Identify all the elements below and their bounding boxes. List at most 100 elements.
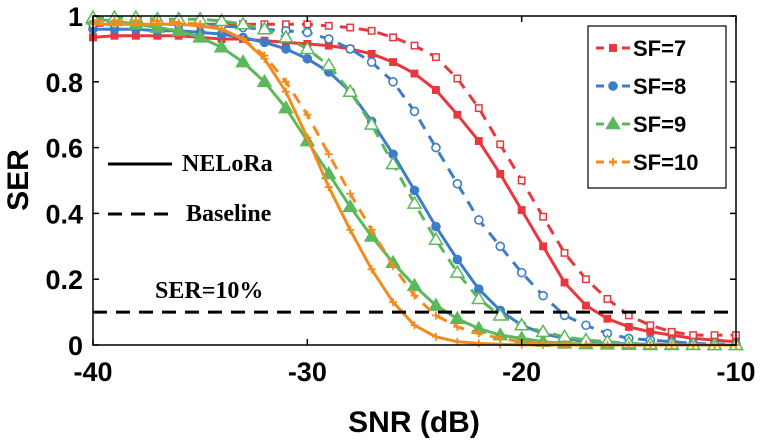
series-sf-9-nelora-point xyxy=(192,29,208,43)
series-sf-8-nelora-point xyxy=(452,254,463,265)
series-sf-9-baseline-point xyxy=(235,16,251,30)
series-sf-9-baseline-point xyxy=(449,264,466,278)
series-sf-10-baseline-point xyxy=(174,18,183,27)
series-sf-10-baseline-point xyxy=(217,25,226,34)
series-sf-7-nelora-point xyxy=(410,69,419,78)
series-sf-7-baseline-point xyxy=(453,74,462,83)
series-sf-7-baseline-point xyxy=(539,212,548,221)
y-tick-label: 0 xyxy=(68,331,83,361)
series-sf-7-baseline-point xyxy=(474,104,483,113)
series-sf-10-nelora-point xyxy=(303,133,312,142)
series-sf-9-baseline-point xyxy=(470,290,487,305)
series-sf-7-nelora-point xyxy=(453,110,462,119)
series-sf-8-baseline-point xyxy=(345,44,356,54)
series-sf-9-nelora-point xyxy=(256,73,273,88)
series-sf-10-baseline-point xyxy=(324,150,333,159)
series-sf-9-baseline-point xyxy=(535,323,551,338)
legend-swatch-marker xyxy=(605,116,621,130)
y-tick-label: 0.4 xyxy=(45,199,83,229)
x-ticks: -40 -30 -20 -10 xyxy=(73,16,756,387)
series-sf-8-baseline-point xyxy=(431,142,441,153)
series-sf-7-baseline-point xyxy=(496,140,505,149)
series-sf-9-baseline-point xyxy=(256,21,273,35)
series-sf-9-baseline-point xyxy=(406,195,423,209)
series-sf-7-baseline-point xyxy=(431,53,440,62)
y-tick-label: 1 xyxy=(68,2,83,32)
y-axis-label: SER xyxy=(2,149,35,211)
plot-frame xyxy=(92,15,737,346)
series-sf-8-baseline-point xyxy=(538,290,548,301)
series-sf-7-baseline-point xyxy=(410,41,419,50)
x-tick-label: -10 xyxy=(716,357,755,387)
legend-swatch-marker xyxy=(608,81,618,91)
series-sf-7-baseline-point xyxy=(389,33,398,42)
series-sf-10-baseline-point xyxy=(389,262,398,271)
legend-label: SF=7 xyxy=(633,36,686,61)
series-sf-8-nelora-point xyxy=(281,44,291,54)
series-sf-10-baseline-point xyxy=(431,311,440,320)
series-sf-9-baseline-point xyxy=(385,156,401,170)
series-sf-10-baseline-point xyxy=(196,20,205,29)
series-sf-7-baseline-point xyxy=(646,321,655,330)
series-sf-9-nelora-point xyxy=(235,54,251,68)
series-sf-7-baseline-point xyxy=(324,21,333,30)
series-sf-10-baseline-point xyxy=(453,322,462,331)
series-sf-7-baseline-point xyxy=(560,248,569,257)
legend-entry-sf-9: SF=9 xyxy=(596,112,686,137)
series-sf-7-nelora-point xyxy=(389,58,398,67)
series-sf-7-nelora-point xyxy=(560,278,569,287)
series-sf-9-baseline-point xyxy=(513,317,530,331)
series-sf-7-nelora-point xyxy=(603,314,612,323)
legend-label: SF=8 xyxy=(633,74,686,99)
series-sf-7-baseline-point xyxy=(517,176,526,185)
series-sf-9-nelora-point xyxy=(406,277,423,292)
series-sf-10-nelora-point xyxy=(389,298,398,307)
series-sf-9-nelora-point xyxy=(363,228,380,242)
series-sf-7-nelora-point xyxy=(474,137,483,145)
series-sf-10-baseline-point xyxy=(281,77,290,86)
style-legend: NELoRa Baseline xyxy=(108,151,273,227)
series-sf-10-baseline-point xyxy=(474,329,483,338)
style-legend-solid-label: NELoRa xyxy=(182,151,273,177)
series-sf-9-baseline-point xyxy=(278,29,294,43)
series-sf-9-nelora-point xyxy=(213,39,230,53)
series-sf-7-baseline-point xyxy=(603,294,612,303)
y-tick-label: 0.2 xyxy=(45,265,83,295)
series-sf-10-baseline-point xyxy=(560,340,569,349)
series-sf-7-nelora-point xyxy=(646,327,655,336)
series-sf-8-baseline-point xyxy=(409,106,420,117)
series-sf-8-nelora-point xyxy=(431,221,441,232)
series-sf-9-nelora-point xyxy=(278,100,294,114)
series-sf-7-nelora-point xyxy=(517,206,526,215)
series-sf-10-baseline-point xyxy=(410,291,419,300)
series-sf-9-baseline-point xyxy=(428,231,444,246)
series-sf-8-baseline-point xyxy=(302,27,313,38)
series-sf-7-baseline-point xyxy=(667,327,676,336)
series-sf-7-nelora-point xyxy=(431,86,440,94)
series-sf-9-nelora-point xyxy=(342,198,359,213)
series-sf-10-nelora-point xyxy=(324,183,333,192)
series-sf-10-nelora-point xyxy=(431,332,440,341)
series-sf-8-baseline-point xyxy=(473,215,484,225)
series-sf-10-baseline-point xyxy=(239,35,248,44)
legend-entry-sf-8: SF=8 xyxy=(596,74,686,99)
series-sf-10-baseline-point xyxy=(367,225,376,234)
legend-label: SF=9 xyxy=(633,112,686,137)
series-sf-10-baseline-point xyxy=(303,110,312,119)
series-sf-10-baseline-point xyxy=(153,16,162,25)
x-tick-label: -40 xyxy=(73,357,112,387)
legend: SF=7 SF=8 SF=9 SF=10 xyxy=(587,25,727,189)
series-sf-8-baseline-point xyxy=(495,241,506,252)
series-sf-7-nelora-point xyxy=(496,169,505,178)
series-sf-9-baseline-point xyxy=(363,116,380,130)
style-legend-dashed-label: Baseline xyxy=(186,201,272,227)
series-sf-8-nelora-point xyxy=(409,185,420,196)
series-sf-9-baseline-point xyxy=(342,83,359,97)
series-sf-9-nelora-point xyxy=(170,22,187,37)
series-sf-7-baseline-point xyxy=(582,275,590,284)
series-sf-8-baseline-point xyxy=(581,320,591,331)
series-sf-10-baseline-point xyxy=(110,16,119,25)
series-sf-7-nelora-point xyxy=(539,242,548,251)
series-sf-8-baseline-point xyxy=(366,57,377,67)
